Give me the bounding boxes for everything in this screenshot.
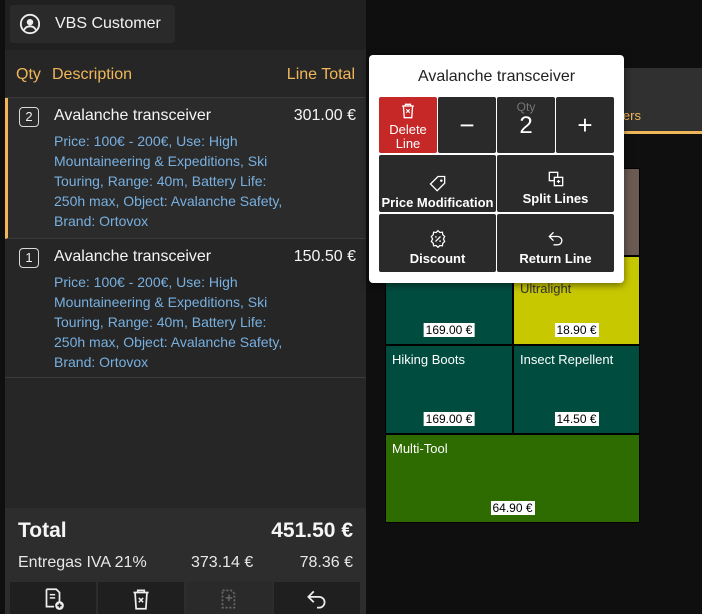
qty-label: Qty xyxy=(516,100,536,114)
discount-icon xyxy=(430,229,445,249)
plus-icon: + xyxy=(577,110,593,140)
discount-label: Discount xyxy=(409,251,466,266)
return-line-button[interactable]: Return Line xyxy=(497,214,614,272)
line-detail: Price: 100€ - 200€, Use: High Mountainee… xyxy=(54,133,283,229)
total-value: 451.50 € xyxy=(271,519,353,542)
ticket-line[interactable]: 2 Avalanche transceiver 301.00 € Price: … xyxy=(5,98,366,239)
product-tile[interactable]: Multi-Tool 64.90 € xyxy=(385,434,640,523)
minus-icon: − xyxy=(459,110,475,140)
total-label: Total xyxy=(18,519,67,542)
split-lines-button[interactable]: Split Lines xyxy=(497,155,614,212)
split-icon xyxy=(221,589,236,609)
ticket-column-header: Qty Description Line Total xyxy=(5,50,366,98)
ticket-panel: VBS Customer Qty Description Line Total … xyxy=(5,0,366,614)
ticket-line[interactable]: 1 Avalanche transceiver 150.50 € Price: … xyxy=(5,239,366,378)
product-price: 64.90 € xyxy=(490,501,535,515)
discount-button[interactable]: Discount xyxy=(379,214,496,272)
line-total-column-header: Line Total xyxy=(286,66,355,83)
description-column-header: Description xyxy=(52,66,133,83)
line-detail: Price: 100€ - 200€, Use: High Mountainee… xyxy=(54,274,283,370)
category-tab-label: lers xyxy=(620,108,641,123)
customer-bar: VBS Customer xyxy=(5,0,366,50)
customer-button[interactable]: VBS Customer xyxy=(10,5,175,43)
price-modification-label: Price Modification xyxy=(381,195,494,210)
return-icon xyxy=(547,231,562,246)
product-price: 169.00 € xyxy=(423,412,475,426)
new-receipt-button[interactable] xyxy=(10,582,96,614)
line-title: Avalanche transceiver xyxy=(54,107,212,124)
return-line-label: Return Line xyxy=(519,251,592,266)
product-name: Ultralight xyxy=(520,281,572,296)
product-tile[interactable]: Hiking Boots 169.00 € xyxy=(385,345,513,434)
price-modification-button[interactable]: Price Modification xyxy=(379,155,496,212)
tax-label: Entregas IVA 21% xyxy=(18,554,147,571)
customer-name: VBS Customer xyxy=(55,15,161,32)
line-qty: 1 xyxy=(19,248,39,268)
trash-icon xyxy=(402,103,414,119)
tax-base: 373.14 € xyxy=(191,554,254,571)
return-receipt-button[interactable] xyxy=(274,582,360,614)
line-title: Avalanche transceiver xyxy=(54,248,212,265)
qty-decrement-button[interactable]: − xyxy=(438,97,496,153)
line-qty: 2 xyxy=(19,107,39,127)
delete-line-button[interactable]: Delete Line xyxy=(379,97,437,153)
user-circle-icon xyxy=(19,13,41,35)
qty-column-header: Qty xyxy=(16,66,41,83)
product-name: Hiking Boots xyxy=(392,352,465,367)
product-tile[interactable]: Insect Repellent 14.50 € xyxy=(513,345,640,434)
product-name: Multi-Tool xyxy=(392,441,448,456)
popup-title: Avalanche transceiver xyxy=(417,68,576,85)
product-price: 18.90 € xyxy=(554,323,599,337)
line-amount: 301.00 € xyxy=(293,107,356,124)
split-icon xyxy=(548,171,563,187)
delete-receipt-button[interactable] xyxy=(98,582,184,614)
tax-amount: 78.36 € xyxy=(299,554,353,571)
delete-line-label: Delete Line xyxy=(389,122,427,151)
line-amount: 150.50 € xyxy=(293,248,356,265)
product-price: 169.00 € xyxy=(423,323,475,337)
qty-value: 2 xyxy=(519,112,533,139)
product-name: Insect Repellent xyxy=(520,352,614,367)
tag-icon xyxy=(429,175,445,192)
return-icon xyxy=(307,590,326,609)
product-price: 14.50 € xyxy=(554,412,599,426)
qty-increment-button[interactable]: + xyxy=(556,97,614,153)
split-lines-label: Split Lines xyxy=(522,191,589,206)
trash-icon xyxy=(133,589,149,610)
split-receipt-button[interactable] xyxy=(186,582,272,614)
qty-display[interactable]: Qty 2 xyxy=(497,97,555,153)
receipt-add-icon xyxy=(45,588,64,610)
